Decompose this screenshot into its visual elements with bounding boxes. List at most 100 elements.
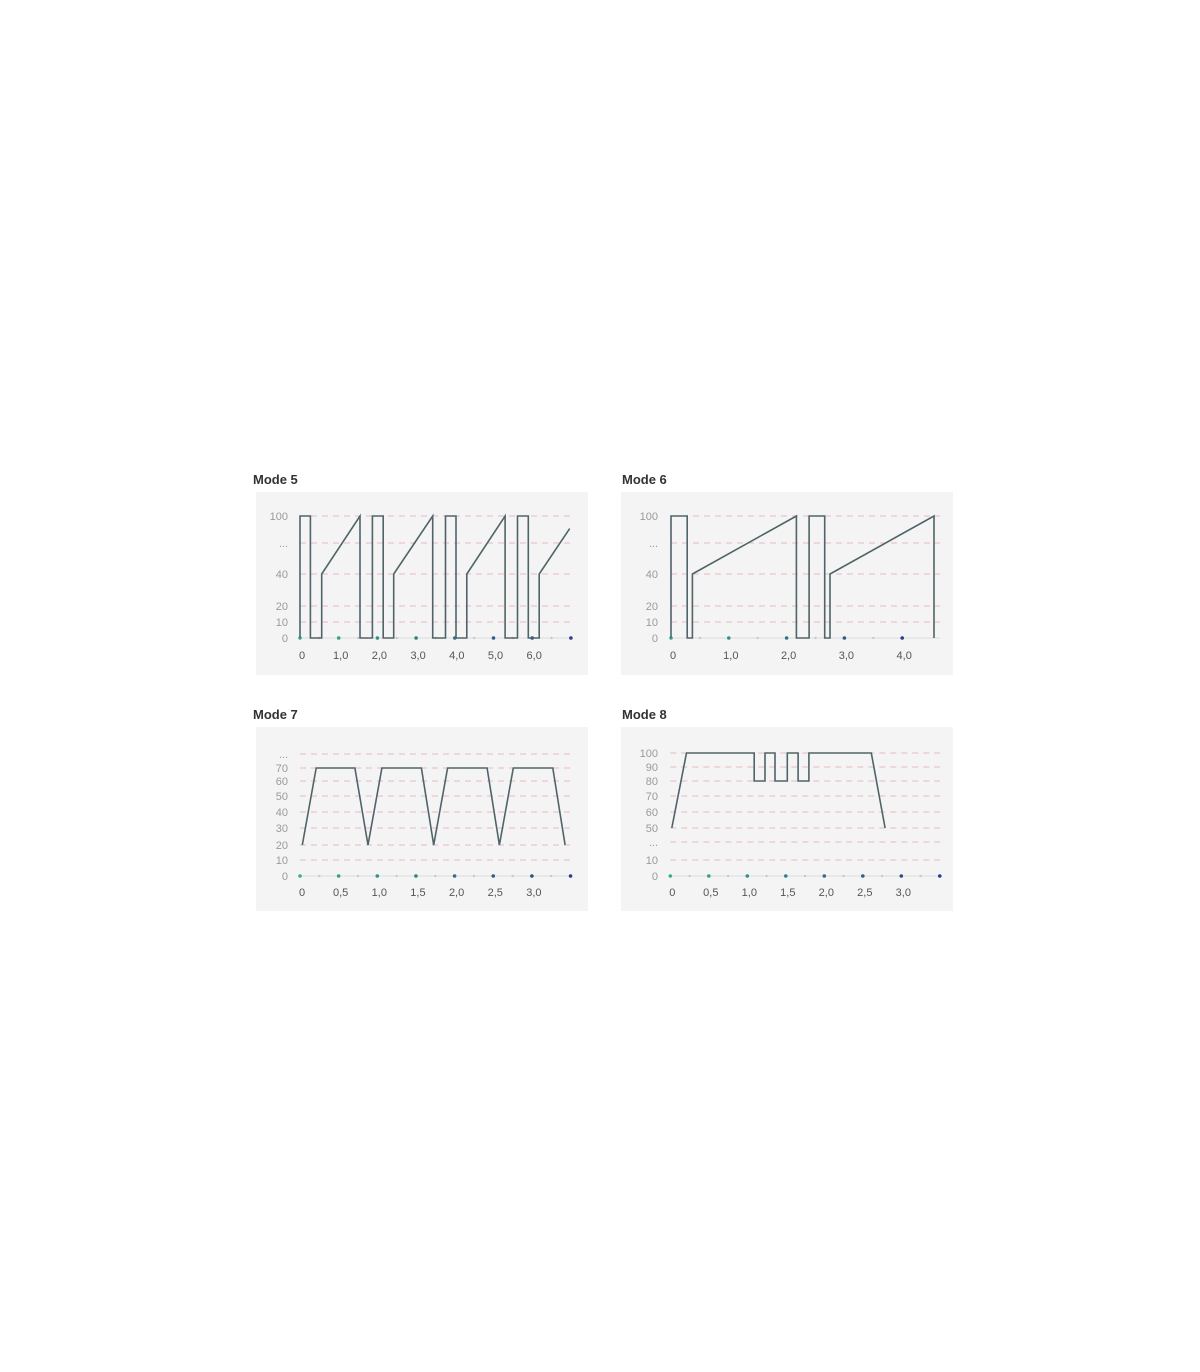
minor-tick-dot [919, 874, 922, 878]
x-tick-dot [336, 874, 341, 878]
y-tick-label: 10 [276, 855, 288, 867]
x-tick-label: 5,0 [488, 650, 503, 662]
x-tick-label: 2,5 [488, 887, 503, 899]
minor-tick-dot [726, 874, 730, 878]
y-tick-label: ... [649, 538, 658, 550]
y-tick-label: 50 [276, 791, 288, 803]
x-tick-label: 3,0 [526, 887, 541, 899]
x-tick-dot [745, 874, 750, 878]
x-tick-dot [298, 874, 302, 878]
x-tick-label: 0 [669, 887, 675, 899]
x-tick-dot [491, 636, 496, 640]
y-tick-label: 40 [646, 569, 658, 581]
x-tick-label: 1,5 [410, 887, 425, 899]
minor-tick-dot [472, 636, 476, 640]
x-tick-dot [784, 636, 789, 640]
minor-tick-dot [872, 636, 875, 640]
y-tick-label: 0 [652, 871, 658, 883]
x-tick-dot [452, 874, 457, 878]
x-tick-dot [530, 874, 534, 878]
x-tick-dot [938, 874, 942, 878]
x-tick-label: 1,0 [723, 650, 738, 662]
minor-tick-dot [688, 874, 691, 878]
y-tick-label: 50 [646, 823, 658, 835]
y-tick-label: 100 [640, 748, 658, 760]
series-line [670, 514, 935, 639]
y-tick-label: 30 [276, 823, 288, 835]
x-tick-label: 3,0 [896, 887, 911, 899]
y-tick-label: 100 [270, 511, 288, 523]
x-tick-label: 0 [299, 650, 305, 662]
x-tick-dot [336, 636, 341, 640]
x-tick-dot [375, 874, 380, 878]
minor-tick-dot [698, 636, 702, 640]
minor-tick-dot [356, 874, 360, 878]
chart-title: Mode 6 [622, 472, 667, 487]
x-tick-label: 2,0 [372, 650, 387, 662]
y-tick-label: 0 [282, 871, 288, 883]
minor-tick-dot [395, 636, 398, 640]
x-tick-dot [569, 636, 573, 640]
x-tick-dot [822, 874, 827, 878]
x-tick-dot [568, 874, 573, 878]
x-tick-label: 4,0 [897, 650, 912, 662]
y-tick-label: ... [279, 538, 288, 550]
x-tick-dot [861, 874, 865, 878]
y-tick-label: 10 [646, 617, 658, 629]
minor-tick-dot [756, 636, 759, 640]
series-line [299, 513, 571, 639]
x-tick-label: 3,0 [839, 650, 854, 662]
x-tick-dot [707, 874, 711, 878]
y-tick-label: 20 [276, 601, 288, 613]
y-tick-label: 20 [276, 840, 288, 852]
chart-panel [256, 727, 588, 911]
minor-tick-dot [765, 874, 768, 878]
x-tick-dot [414, 874, 418, 878]
x-tick-dot [727, 636, 731, 640]
y-tick-label: 70 [646, 791, 658, 803]
x-tick-label: 0 [670, 650, 676, 662]
chart-title: Mode 5 [253, 472, 298, 487]
chart-panel [621, 492, 953, 675]
minor-tick-dot [880, 874, 884, 878]
minor-tick-dot [814, 636, 817, 640]
x-tick-label: 0,5 [333, 887, 348, 899]
x-tick-label: 1,0 [333, 650, 348, 662]
y-tick-label: 100 [640, 511, 658, 523]
minor-tick-dot [318, 874, 321, 878]
y-tick-label: 20 [646, 601, 658, 613]
x-tick-dot [414, 636, 418, 640]
minor-tick-dot [511, 874, 514, 878]
series-line [301, 767, 566, 846]
x-tick-dot [784, 874, 788, 878]
y-tick-label: 10 [276, 617, 288, 629]
y-tick-label: 10 [646, 855, 658, 867]
x-tick-label: 2,0 [781, 650, 796, 662]
x-tick-label: 0 [299, 887, 305, 899]
x-tick-dot [668, 874, 673, 878]
x-tick-dot [491, 874, 496, 878]
x-tick-dot [899, 874, 904, 878]
x-tick-label: 4,0 [449, 650, 464, 662]
x-tick-label: 1,0 [372, 887, 387, 899]
x-tick-label: 2,5 [857, 887, 872, 899]
y-tick-label: 40 [276, 807, 288, 819]
y-tick-label: 60 [276, 776, 288, 788]
minor-tick-dot [356, 636, 360, 640]
x-tick-dot [842, 636, 847, 640]
y-tick-label: 90 [646, 762, 658, 774]
minor-tick-dot [550, 636, 553, 640]
minor-tick-dot [395, 874, 398, 878]
x-tick-label: 0,5 [703, 887, 718, 899]
x-tick-label: 2,0 [819, 887, 834, 899]
y-tick-label: 70 [276, 763, 288, 775]
x-tick-label: 2,0 [449, 887, 464, 899]
y-tick-label: ... [279, 749, 288, 761]
y-tick-label: 0 [652, 633, 658, 645]
x-tick-label: 1,5 [780, 887, 795, 899]
